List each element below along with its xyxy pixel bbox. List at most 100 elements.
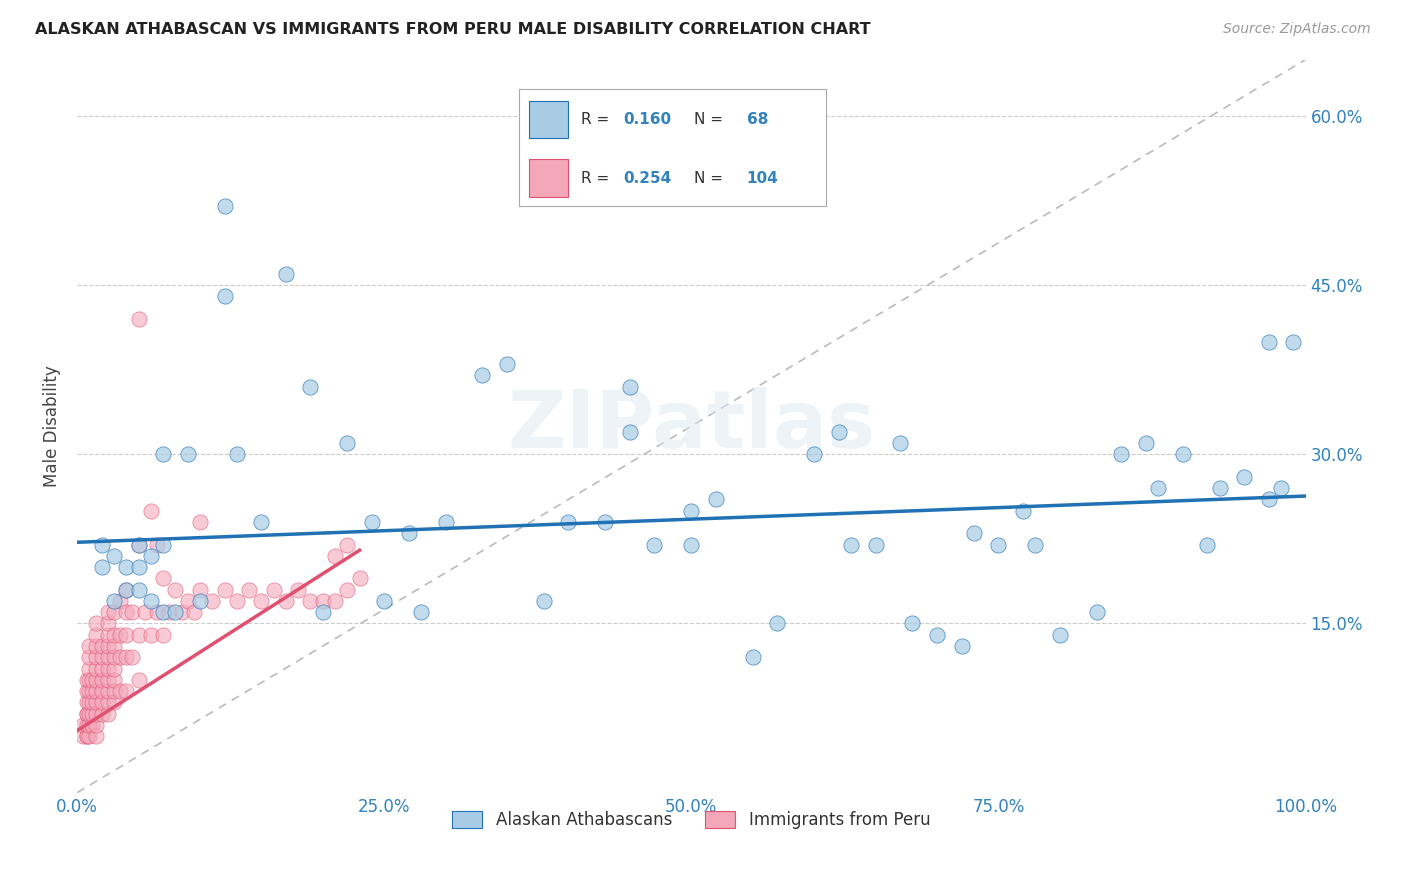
- Point: [79, 650, 101, 665]
- Point: [103, 549, 125, 563]
- Point: [108, 650, 131, 665]
- Point: [76, 684, 98, 698]
- Point: [250, 515, 273, 529]
- Point: [134, 605, 156, 619]
- Point: [121, 650, 143, 665]
- Point: [1109, 447, 1132, 461]
- Point: [84, 639, 107, 653]
- Point: [108, 594, 131, 608]
- Point: [79, 684, 101, 698]
- Point: [76, 706, 98, 721]
- Point: [157, 605, 180, 619]
- Point: [80, 673, 103, 687]
- Point: [80, 684, 103, 698]
- Point: [108, 628, 131, 642]
- Point: [152, 571, 174, 585]
- Point: [263, 582, 285, 597]
- Point: [103, 650, 125, 665]
- Point: [323, 594, 346, 608]
- Point: [533, 594, 555, 608]
- Point: [128, 628, 150, 642]
- Point: [103, 662, 125, 676]
- Point: [925, 628, 948, 642]
- Point: [274, 267, 297, 281]
- Point: [1257, 492, 1279, 507]
- Point: [1085, 605, 1108, 619]
- Point: [704, 492, 727, 507]
- Point: [121, 605, 143, 619]
- Point: [1024, 537, 1046, 551]
- Point: [225, 447, 247, 461]
- Point: [79, 662, 101, 676]
- Point: [76, 695, 98, 709]
- Point: [84, 628, 107, 642]
- Point: [139, 594, 162, 608]
- Point: [214, 582, 236, 597]
- Point: [76, 729, 98, 743]
- Point: [128, 537, 150, 551]
- Point: [299, 379, 322, 393]
- Point: [84, 673, 107, 687]
- Point: [103, 605, 125, 619]
- Point: [80, 718, 103, 732]
- Point: [90, 684, 112, 698]
- Point: [128, 673, 150, 687]
- Point: [103, 684, 125, 698]
- Point: [434, 515, 457, 529]
- Point: [139, 549, 162, 563]
- Point: [84, 706, 107, 721]
- Point: [336, 582, 359, 597]
- Point: [97, 673, 120, 687]
- Point: [79, 695, 101, 709]
- Point: [84, 695, 107, 709]
- Point: [323, 549, 346, 563]
- Point: [84, 650, 107, 665]
- Point: [80, 706, 103, 721]
- Point: [72, 718, 94, 732]
- Point: [97, 605, 120, 619]
- Point: [839, 537, 862, 551]
- Point: [176, 594, 198, 608]
- Point: [299, 594, 322, 608]
- Point: [76, 718, 98, 732]
- Point: [97, 706, 120, 721]
- Point: [1197, 537, 1219, 551]
- Point: [152, 537, 174, 551]
- Point: [1208, 481, 1230, 495]
- Point: [214, 289, 236, 303]
- Point: [188, 582, 211, 597]
- Point: [115, 628, 138, 642]
- Point: [803, 447, 825, 461]
- Point: [97, 616, 120, 631]
- Point: [214, 199, 236, 213]
- Point: [1257, 334, 1279, 349]
- Point: [889, 436, 911, 450]
- Point: [97, 695, 120, 709]
- Text: Source: ZipAtlas.com: Source: ZipAtlas.com: [1223, 22, 1371, 37]
- Point: [103, 673, 125, 687]
- Point: [115, 560, 138, 574]
- Legend: Alaskan Athabascans, Immigrants from Peru: Alaskan Athabascans, Immigrants from Per…: [446, 804, 936, 836]
- Point: [250, 594, 273, 608]
- Point: [398, 526, 420, 541]
- Point: [361, 515, 384, 529]
- Point: [152, 628, 174, 642]
- Point: [115, 650, 138, 665]
- Point: [79, 673, 101, 687]
- Point: [152, 605, 174, 619]
- Point: [97, 639, 120, 653]
- Point: [97, 662, 120, 676]
- Point: [84, 662, 107, 676]
- Point: [97, 684, 120, 698]
- Point: [76, 673, 98, 687]
- Point: [312, 594, 335, 608]
- Point: [828, 425, 851, 439]
- Point: [201, 594, 224, 608]
- Point: [1270, 481, 1292, 495]
- Point: [595, 515, 617, 529]
- Point: [681, 504, 703, 518]
- Point: [901, 616, 924, 631]
- Point: [84, 616, 107, 631]
- Point: [76, 706, 98, 721]
- Point: [90, 706, 112, 721]
